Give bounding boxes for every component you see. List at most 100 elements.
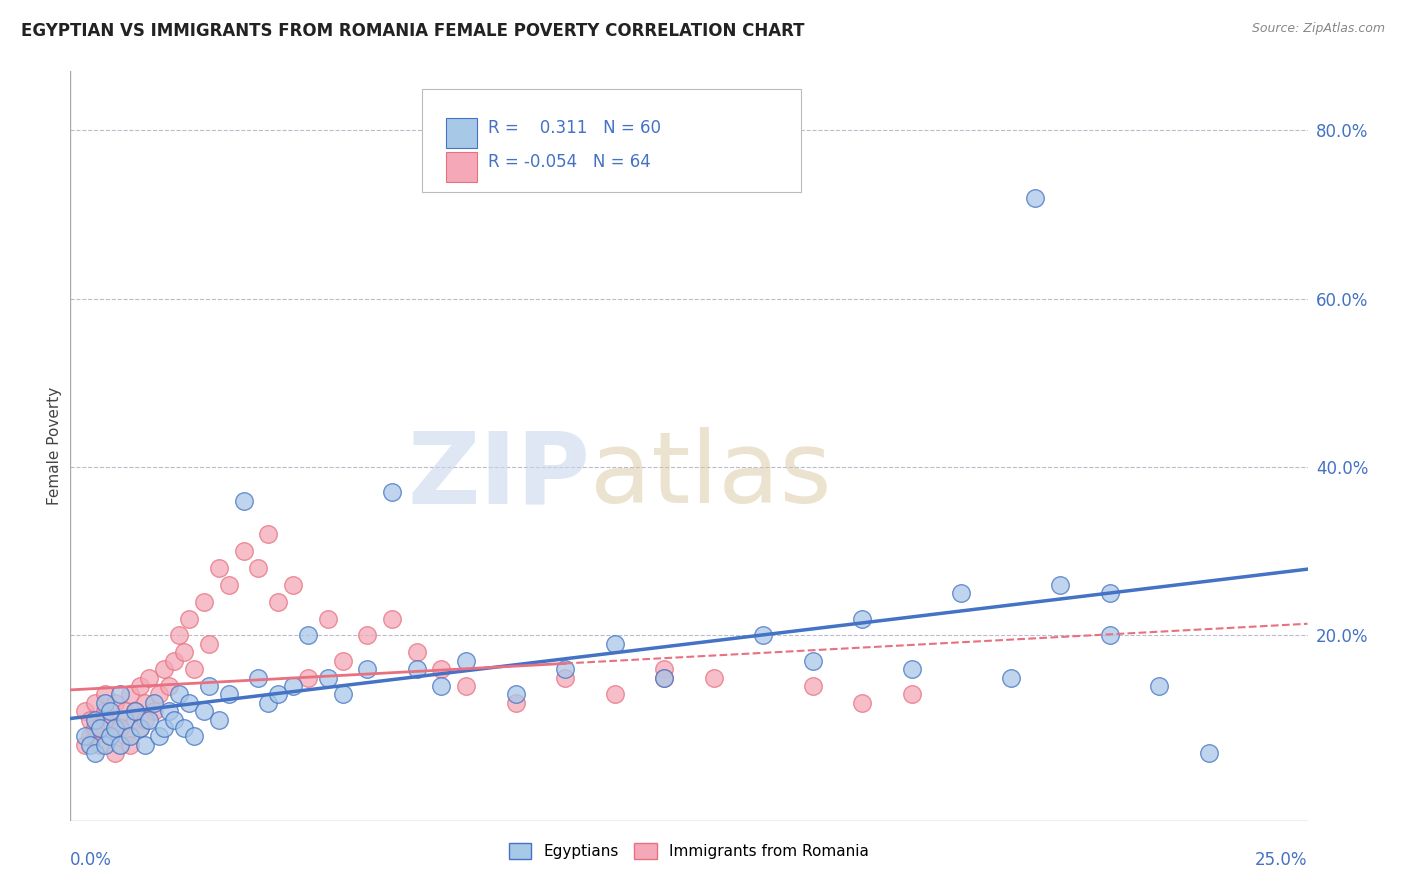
Point — [456, 679, 478, 693]
Point — [851, 696, 873, 710]
Point — [124, 713, 146, 727]
Point — [134, 713, 156, 727]
Point — [114, 730, 136, 744]
Point — [84, 721, 107, 735]
Point — [950, 586, 973, 600]
Point — [316, 671, 339, 685]
Point — [1198, 746, 1220, 760]
Point — [75, 738, 97, 752]
Point — [505, 696, 527, 710]
Point — [98, 704, 121, 718]
Point — [108, 721, 131, 735]
Point — [257, 527, 280, 541]
Text: 25.0%: 25.0% — [1256, 851, 1308, 869]
Point — [79, 730, 101, 744]
Point — [94, 738, 117, 752]
Point — [134, 696, 156, 710]
Point — [554, 671, 576, 685]
Point — [208, 713, 231, 727]
Point — [297, 628, 319, 642]
Point — [703, 671, 725, 685]
Point — [381, 611, 404, 625]
Point — [430, 679, 453, 693]
Point — [177, 611, 200, 625]
Point — [94, 696, 117, 710]
Point — [167, 687, 190, 701]
Point — [193, 595, 215, 609]
Point — [114, 704, 136, 718]
Point — [108, 721, 131, 735]
Y-axis label: Female Poverty: Female Poverty — [46, 387, 62, 505]
Point — [232, 493, 254, 508]
Point — [652, 662, 675, 676]
Point — [405, 662, 427, 676]
Point — [98, 730, 121, 744]
Point — [1098, 586, 1121, 600]
Point — [94, 713, 117, 727]
Point — [79, 738, 101, 752]
Point — [183, 730, 205, 744]
Point — [430, 662, 453, 676]
Point — [143, 696, 166, 710]
Point — [267, 595, 290, 609]
Point — [193, 704, 215, 718]
Point — [1000, 671, 1022, 685]
Point — [177, 696, 200, 710]
Point — [104, 746, 127, 760]
Point — [124, 704, 146, 718]
Point — [148, 730, 170, 744]
Text: atlas: atlas — [591, 427, 831, 524]
Point — [128, 679, 150, 693]
Point — [456, 654, 478, 668]
Point — [405, 645, 427, 659]
Point — [89, 721, 111, 735]
Text: EGYPTIAN VS IMMIGRANTS FROM ROMANIA FEMALE POVERTY CORRELATION CHART: EGYPTIAN VS IMMIGRANTS FROM ROMANIA FEMA… — [21, 22, 804, 40]
Point — [84, 746, 107, 760]
Point — [128, 721, 150, 735]
Point — [198, 637, 221, 651]
Point — [118, 738, 141, 752]
Point — [554, 662, 576, 676]
Point — [1147, 679, 1170, 693]
Point — [173, 645, 195, 659]
Point — [118, 730, 141, 744]
Point — [124, 704, 146, 718]
Text: Source: ZipAtlas.com: Source: ZipAtlas.com — [1251, 22, 1385, 36]
Point — [505, 687, 527, 701]
Point — [104, 696, 127, 710]
Point — [108, 687, 131, 701]
Point — [281, 679, 304, 693]
Point — [232, 544, 254, 558]
Point — [89, 738, 111, 752]
Point — [157, 704, 180, 718]
Point — [163, 654, 186, 668]
Point — [173, 721, 195, 735]
Text: R = -0.054   N = 64: R = -0.054 N = 64 — [488, 153, 651, 171]
Point — [801, 679, 824, 693]
Point — [851, 611, 873, 625]
Point — [356, 662, 378, 676]
Point — [183, 662, 205, 676]
Point — [316, 611, 339, 625]
Point — [297, 671, 319, 685]
Point — [114, 713, 136, 727]
Text: 0.0%: 0.0% — [70, 851, 112, 869]
Point — [218, 687, 240, 701]
Point — [257, 696, 280, 710]
Point — [1049, 578, 1071, 592]
Point — [652, 671, 675, 685]
Point — [84, 730, 107, 744]
Point — [752, 628, 775, 642]
Point — [900, 687, 922, 701]
Point — [98, 713, 121, 727]
Point — [1098, 628, 1121, 642]
Point — [1024, 191, 1046, 205]
Point — [267, 687, 290, 701]
Point — [79, 713, 101, 727]
Point — [247, 671, 270, 685]
Point — [900, 662, 922, 676]
Point — [98, 730, 121, 744]
Point — [603, 687, 626, 701]
Point — [167, 628, 190, 642]
Point — [157, 679, 180, 693]
